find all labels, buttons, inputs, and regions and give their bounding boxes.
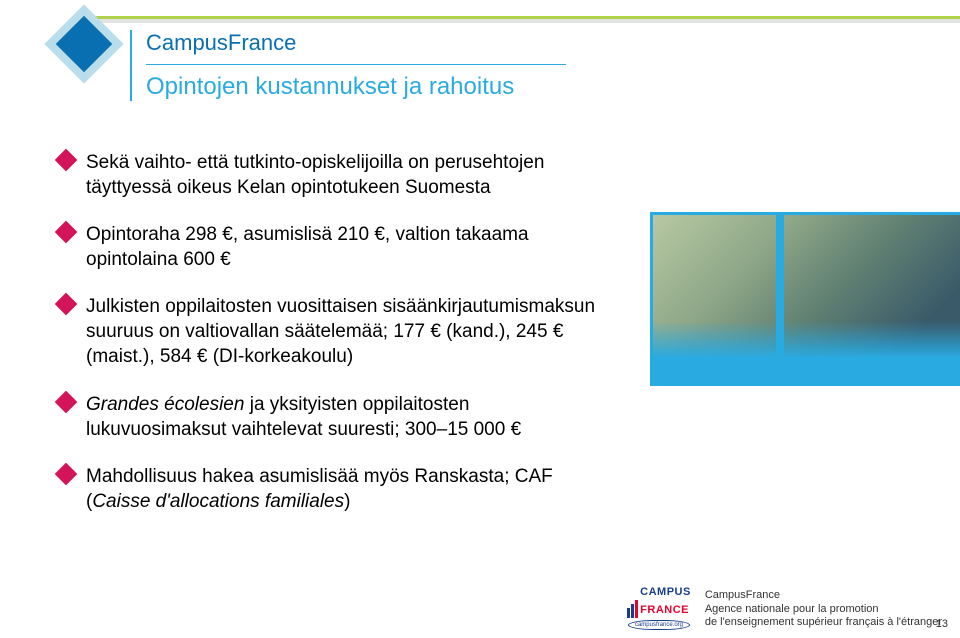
diamond-bullet-icon — [55, 149, 78, 172]
bullet-text: Sekä vaihto- että tutkinto-opiskelijoill… — [86, 150, 603, 200]
footer-brand: CampusFrance — [705, 589, 942, 603]
diamond-bullet-icon — [55, 293, 78, 316]
header: CampusFrance Opintojen kustannukset ja r… — [130, 30, 930, 101]
bullet-text: Julkisten oppilaitosten vuosittaisen sis… — [86, 294, 603, 369]
diamond-bullet-icon — [55, 462, 78, 485]
footer-line-1: Agence nationale pour la promotion — [705, 603, 942, 617]
list-item: Julkisten oppilaitosten vuosittaisen sis… — [58, 294, 603, 369]
bullet-text: Grandes écolesien ja yksityisten oppilai… — [86, 392, 603, 442]
diamond-bullet-icon — [55, 221, 78, 244]
brand-title: CampusFrance — [146, 30, 930, 56]
footer-line-2: de l'enseignement supérieur français à l… — [705, 616, 942, 630]
list-item: Grandes écolesien ja yksityisten oppilai… — [58, 392, 603, 442]
page-number: 13 — [936, 618, 948, 630]
footer: CAMPUS FRANCE campusfrance.org CampusFra… — [627, 582, 942, 630]
bullet-list: Sekä vaihto- että tutkinto-opiskelijoill… — [58, 150, 603, 536]
header-divider — [78, 16, 960, 23]
diamond-bullet-icon — [55, 390, 78, 413]
logo-bars-icon — [627, 600, 638, 618]
logo-url: campusfrance.org — [628, 620, 690, 630]
decorative-photo — [650, 212, 960, 386]
campusfrance-logo: CAMPUS FRANCE campusfrance.org — [627, 582, 691, 630]
logo-word-campus: CAMPUS — [640, 586, 691, 598]
bullet-text: Opintoraha 298 €, asumislisä 210 €, valt… — [86, 222, 603, 272]
logo-word-france: FRANCE — [640, 604, 689, 616]
list-item: Mahdollisuus hakea asumislisää myös Rans… — [58, 464, 603, 514]
bullet-text: Mahdollisuus hakea asumislisää myös Rans… — [86, 464, 603, 514]
list-item: Opintoraha 298 €, asumislisä 210 €, valt… — [58, 222, 603, 272]
footer-text: CampusFrance Agence nationale pour la pr… — [705, 589, 942, 630]
page-subtitle: Opintojen kustannukset ja rahoitus — [130, 73, 566, 101]
list-item: Sekä vaihto- että tutkinto-opiskelijoill… — [58, 150, 603, 200]
